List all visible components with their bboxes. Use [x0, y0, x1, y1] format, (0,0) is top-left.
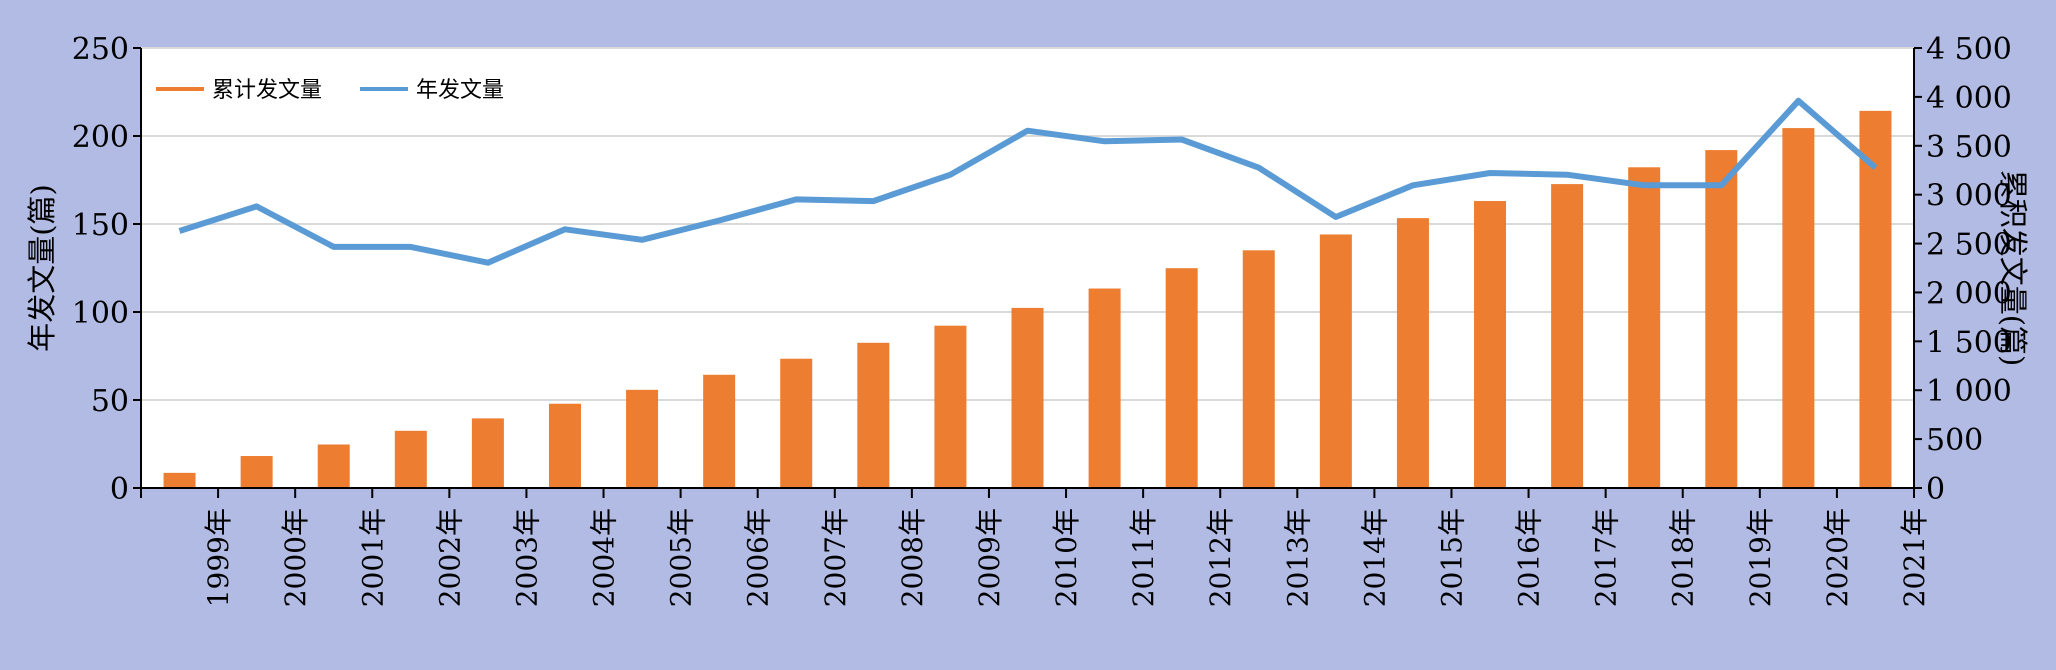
bar-2021年: [1859, 110, 1892, 489]
y-right-axis-title: 累积发文量(篇): [1996, 170, 2030, 367]
x-tick-label: 2017年: [1590, 508, 1623, 607]
legend-label-annual: 年发文量: [416, 78, 504, 103]
x-tick-label: 2003年: [510, 508, 543, 607]
bar-2010年: [1011, 307, 1044, 488]
x-tick-label: 2001年: [356, 508, 389, 607]
y-left-axis-title: 年发文量(篇): [25, 184, 59, 352]
x-tick-label: 2011年: [1127, 508, 1160, 607]
y-right-tick-label: 2 000: [1926, 276, 2012, 311]
x-tick-label: 2019年: [1744, 508, 1777, 607]
x-tick-label: 2007年: [819, 508, 852, 607]
x-tick-label: 2004年: [588, 508, 621, 607]
y-left-tick-label: 250: [72, 32, 129, 67]
bar-2014年: [1319, 234, 1352, 488]
x-tick-label: 2020年: [1821, 508, 1854, 607]
bar-2005年: [626, 389, 659, 488]
y-right-tick-label: 500: [1926, 423, 1983, 458]
x-tick-label: 2006年: [742, 508, 775, 607]
x-tick-label: 2009年: [973, 508, 1006, 607]
bar-2019年: [1705, 150, 1738, 488]
bar-2016年: [1474, 201, 1507, 488]
x-tick-label: 2013年: [1281, 508, 1314, 607]
bar-2006年: [703, 374, 736, 488]
x-tick-label: 2018年: [1667, 508, 1700, 607]
x-tick-label: 2002年: [433, 508, 466, 607]
bar-2015年: [1396, 218, 1429, 488]
x-tick-label: 2015年: [1435, 508, 1468, 607]
y-left-tick-label: 150: [72, 208, 129, 243]
bar-2002年: [394, 430, 427, 488]
bar-2008年: [857, 342, 890, 488]
y-right-tick-label: 3 500: [1926, 130, 2012, 165]
bar-2017年: [1551, 184, 1584, 488]
y-left-tick-label: 100: [72, 296, 129, 331]
bar-2001年: [317, 444, 350, 488]
bar-2003年: [471, 418, 504, 488]
y-right-tick-label: 0: [1926, 472, 1945, 507]
y-right-tick-label: 1 000: [1926, 374, 2012, 409]
axes: [133, 47, 1922, 498]
bar-1999年: [163, 472, 196, 488]
x-tick-label: 2000年: [279, 508, 312, 607]
bar-2013年: [1242, 250, 1275, 488]
bar-2004年: [548, 403, 581, 488]
y-right-tick-label: 4 000: [1926, 81, 2012, 116]
y-right-tick-label: 4 500: [1926, 32, 2012, 67]
bar-2012年: [1165, 268, 1198, 488]
y-right-tick-label: 2 500: [1926, 228, 2012, 263]
legend: 累计发文量 年发文量: [156, 78, 504, 103]
bar-2000年: [240, 456, 273, 488]
bar-2020年: [1782, 128, 1815, 488]
x-tick-label: 2014年: [1358, 508, 1391, 607]
x-tick-label: 2021年: [1898, 508, 1931, 607]
y-left-tick-label: 50: [91, 384, 129, 419]
y-left-tick-label: 200: [72, 120, 129, 155]
x-tick-label: 2012年: [1204, 508, 1237, 607]
bar-2009年: [934, 325, 967, 488]
tick-labels: 1999年 2000年 2001年 2002年 2003年 2004年 2005年 2006年…: [72, 32, 2012, 607]
x-tick-label: 2010年: [1050, 508, 1083, 607]
legend-label-cumulative: 累计发文量: [212, 78, 322, 103]
y-left-tick-label: 0: [110, 472, 129, 507]
bar-2007年: [780, 358, 813, 488]
x-tick-label: 2005年: [665, 508, 698, 607]
bar-2018年: [1628, 167, 1661, 489]
x-tick-label: 1999年: [202, 508, 235, 607]
y-right-tick-label: 3 000: [1926, 179, 2012, 214]
x-tick-label: 2008年: [896, 508, 929, 607]
y-right-tick-label: 1 500: [1926, 325, 2012, 360]
bar-series: [163, 110, 1892, 489]
line-series: [178, 97, 1878, 266]
bar-2011年: [1088, 288, 1121, 488]
x-tick-label: 2016年: [1513, 508, 1546, 607]
